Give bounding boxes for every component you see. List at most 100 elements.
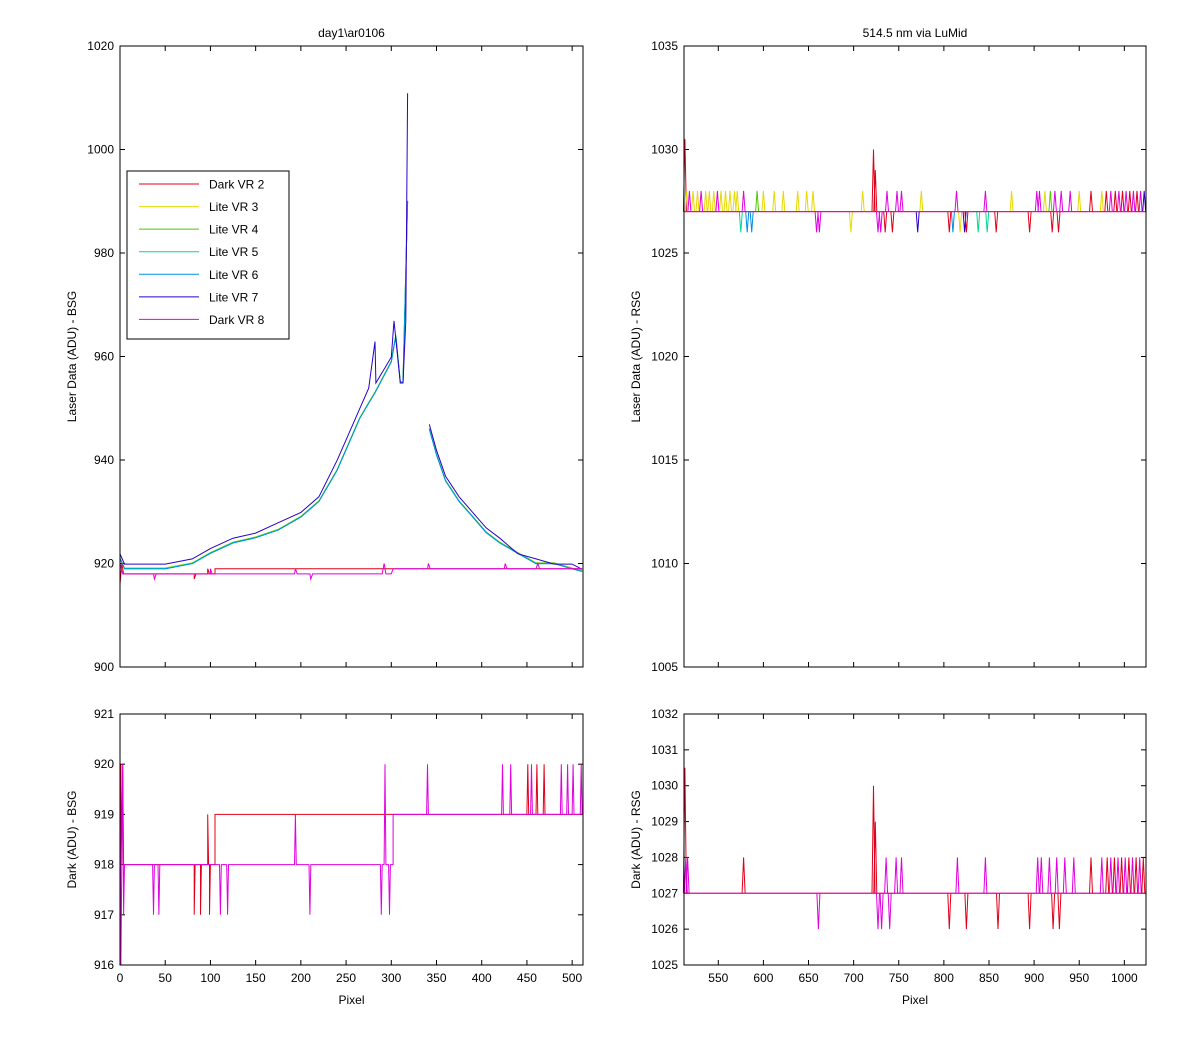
spike-mark bbox=[1113, 190, 1118, 212]
spike-mark bbox=[958, 211, 963, 233]
spike-mark bbox=[1108, 190, 1113, 212]
y-tick-label: 940 bbox=[94, 453, 114, 467]
bsg_dark-plot-area bbox=[120, 714, 583, 965]
spike-mark bbox=[816, 893, 821, 930]
legend-label-dark-vr-2: Dark VR 2 bbox=[209, 178, 265, 192]
spike-mark bbox=[795, 190, 800, 212]
y-tick-label: 1010 bbox=[651, 557, 678, 571]
spike-mark bbox=[887, 893, 892, 930]
x-tick-label: 250 bbox=[336, 971, 356, 985]
spike-mark bbox=[715, 190, 720, 212]
spike-mark bbox=[1059, 190, 1064, 212]
spike-mark bbox=[876, 893, 880, 930]
y-tick-label: 1000 bbox=[87, 143, 114, 157]
y-tick-label: 920 bbox=[94, 557, 114, 571]
spike-mark bbox=[723, 190, 728, 212]
spike-mark bbox=[890, 211, 895, 233]
axes-frame bbox=[119, 713, 584, 966]
y-tick-label: 920 bbox=[94, 757, 114, 771]
spike-mark bbox=[1050, 211, 1055, 233]
spike-mark bbox=[817, 211, 822, 233]
spike-mark bbox=[883, 211, 888, 233]
spike-mark bbox=[707, 190, 712, 212]
y-tick-label: 1032 bbox=[651, 707, 678, 721]
spike-mark bbox=[876, 211, 880, 233]
spike-mark bbox=[685, 857, 690, 894]
spike-mark bbox=[955, 857, 960, 894]
spike-mark bbox=[1138, 190, 1143, 212]
series-line-dark-vr-8 bbox=[119, 764, 583, 966]
spike-mark bbox=[1062, 857, 1067, 894]
y-tick-label: 1026 bbox=[651, 922, 678, 936]
spike-mark bbox=[950, 211, 955, 233]
y-tick-label: 1035 bbox=[651, 39, 678, 53]
spike-mark bbox=[738, 211, 743, 233]
spike-mark bbox=[1056, 211, 1061, 233]
y-tick-label: 1031 bbox=[651, 743, 678, 757]
spike-mark bbox=[1131, 190, 1136, 212]
spike-mark bbox=[878, 211, 883, 233]
spike-mark bbox=[755, 190, 760, 212]
y-tick-label: 900 bbox=[94, 660, 114, 674]
x-tick-label: 0 bbox=[117, 971, 124, 985]
spike-mark bbox=[749, 211, 754, 233]
spike-mark bbox=[1108, 857, 1113, 894]
spike-mark bbox=[1042, 190, 1047, 212]
spike-mark bbox=[804, 190, 809, 212]
y-tick-label: 1029 bbox=[651, 815, 678, 829]
spike-mark bbox=[1116, 857, 1120, 894]
spike-mark bbox=[860, 190, 865, 212]
spike-mark bbox=[1099, 857, 1104, 894]
spike-mark bbox=[695, 190, 700, 212]
x-tick-label: 700 bbox=[844, 971, 864, 985]
spike-mark bbox=[691, 190, 695, 212]
y-tick-label: 1027 bbox=[651, 886, 678, 900]
spike-mark bbox=[1035, 857, 1040, 894]
y-tick-label: 960 bbox=[94, 350, 114, 364]
spike-mark bbox=[732, 190, 737, 212]
spike-mark bbox=[1034, 190, 1039, 212]
x-tick-label: 550 bbox=[708, 971, 728, 985]
spike-mark bbox=[1127, 190, 1132, 212]
y-tick-label: 918 bbox=[94, 858, 114, 872]
x-tick-label: 950 bbox=[1069, 971, 1089, 985]
spike-mark bbox=[1105, 857, 1110, 894]
spike-mark bbox=[1141, 857, 1146, 894]
spike-mark bbox=[741, 190, 746, 212]
spike-mark bbox=[919, 190, 924, 212]
spike-mark bbox=[1142, 190, 1147, 212]
y-tick-label: 1028 bbox=[651, 850, 678, 864]
y-tick-label: 919 bbox=[94, 807, 114, 821]
spike-mark bbox=[1039, 857, 1044, 894]
y-axis-label: Laser Data (ADU) - BSG bbox=[65, 291, 79, 422]
series-line-dark-vr-8 bbox=[119, 561, 583, 581]
spike-mark bbox=[873, 170, 878, 212]
spike-mark bbox=[728, 190, 732, 212]
spike-mark bbox=[976, 211, 981, 233]
x-tick-label: 200 bbox=[291, 971, 311, 985]
legend-box bbox=[126, 170, 290, 340]
spike-mark bbox=[781, 190, 786, 212]
spike-mark bbox=[735, 190, 740, 212]
spike-mark bbox=[1137, 857, 1142, 894]
x-tick-label: 650 bbox=[799, 971, 819, 985]
x-tick-label: 800 bbox=[934, 971, 954, 985]
x-tick-label: 850 bbox=[979, 971, 999, 985]
spike-mark bbox=[879, 893, 884, 930]
spike-mark bbox=[1047, 857, 1052, 894]
spike-mark bbox=[1130, 857, 1135, 894]
spike-mark bbox=[994, 211, 999, 233]
spike-mark bbox=[687, 190, 692, 212]
spike-mark bbox=[894, 857, 899, 894]
spike-mark bbox=[1123, 857, 1128, 894]
spike-mark bbox=[964, 211, 969, 233]
x-tick-label: 900 bbox=[1024, 971, 1044, 985]
spike-mark bbox=[1124, 190, 1129, 212]
rsg_laser-plot-area bbox=[684, 46, 1146, 667]
x-tick-label: 400 bbox=[472, 971, 492, 985]
y-tick-label: 921 bbox=[94, 707, 114, 721]
legend-label-lite-vr-5: Lite VR 5 bbox=[209, 245, 259, 259]
chart-title: 514.5 nm via LuMid bbox=[863, 26, 968, 40]
